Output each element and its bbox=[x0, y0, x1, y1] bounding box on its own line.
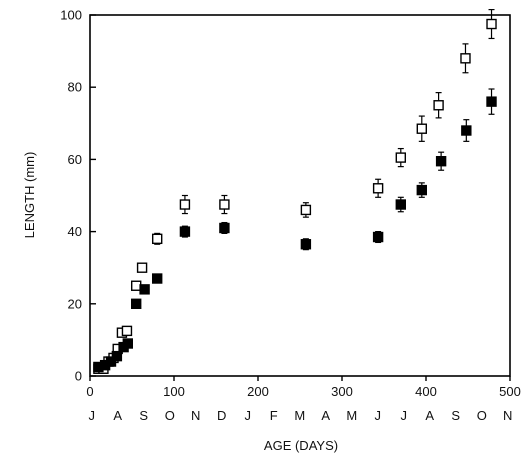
y-tick-label: 100 bbox=[60, 8, 82, 23]
data-point-filled bbox=[395, 199, 406, 210]
month-label: O bbox=[165, 408, 176, 423]
x-tick-label: 300 bbox=[331, 384, 353, 399]
x-tick-label: 200 bbox=[247, 384, 269, 399]
data-point-filled bbox=[139, 284, 150, 295]
data-point-open bbox=[395, 152, 406, 163]
data-point-open bbox=[219, 199, 230, 210]
data-point-open bbox=[372, 183, 384, 194]
data-point-filled bbox=[179, 226, 191, 237]
plot-frame bbox=[89, 14, 511, 377]
x-tick-label: 500 bbox=[499, 384, 521, 399]
y-tick-label: 80 bbox=[68, 80, 82, 95]
month-label: D bbox=[217, 408, 227, 423]
data-point-open bbox=[416, 123, 427, 134]
data-point-filled bbox=[130, 298, 142, 309]
data-point-filled bbox=[486, 96, 497, 107]
data-point-open bbox=[179, 199, 191, 210]
y-axis-title: LENGTH (mm) bbox=[22, 152, 37, 239]
month-label: J bbox=[401, 408, 408, 423]
x-tick-label: 400 bbox=[415, 384, 437, 399]
month-label: J bbox=[375, 408, 382, 423]
data-point-filled bbox=[461, 125, 472, 136]
data-point-filled bbox=[122, 338, 134, 349]
data-point-filled bbox=[300, 239, 312, 250]
data-point-filled bbox=[219, 222, 230, 234]
month-label: A bbox=[425, 408, 434, 423]
data-point-open bbox=[460, 53, 471, 64]
month-label: N bbox=[503, 408, 513, 423]
data-point-open bbox=[486, 18, 497, 30]
x-axis-title: AGE (DAYS) bbox=[264, 438, 338, 453]
month-label: M bbox=[294, 408, 305, 423]
data-point-filled bbox=[416, 184, 427, 196]
y-tick-label: 0 bbox=[75, 369, 82, 384]
data-point-filled bbox=[105, 356, 117, 367]
data-point-open bbox=[433, 100, 444, 111]
data-point-open bbox=[121, 325, 133, 337]
y-tick-label: 20 bbox=[68, 296, 82, 311]
month-label: O bbox=[477, 408, 488, 423]
x-tick-label: 100 bbox=[163, 384, 185, 399]
month-label: N bbox=[191, 408, 201, 423]
data-point-open bbox=[151, 233, 163, 245]
month-label: J bbox=[89, 408, 96, 423]
y-tick-label: 40 bbox=[68, 224, 82, 239]
data-point-open bbox=[300, 204, 312, 216]
data-point-filled bbox=[372, 231, 384, 243]
month-label: A bbox=[321, 408, 330, 423]
data-point-filled bbox=[435, 156, 447, 167]
x-tick-label: 0 bbox=[86, 384, 93, 399]
data-point-filled bbox=[111, 350, 123, 362]
data-point-open bbox=[130, 280, 142, 291]
month-label: A bbox=[113, 408, 122, 423]
y-tick-label: 60 bbox=[68, 152, 82, 167]
month-label: M bbox=[346, 408, 357, 423]
data-point-filled bbox=[151, 273, 163, 284]
month-label: J bbox=[245, 408, 252, 423]
month-label: F bbox=[270, 408, 278, 423]
month-label: S bbox=[139, 408, 148, 423]
data-point-open bbox=[136, 262, 148, 273]
month-label: S bbox=[451, 408, 460, 423]
